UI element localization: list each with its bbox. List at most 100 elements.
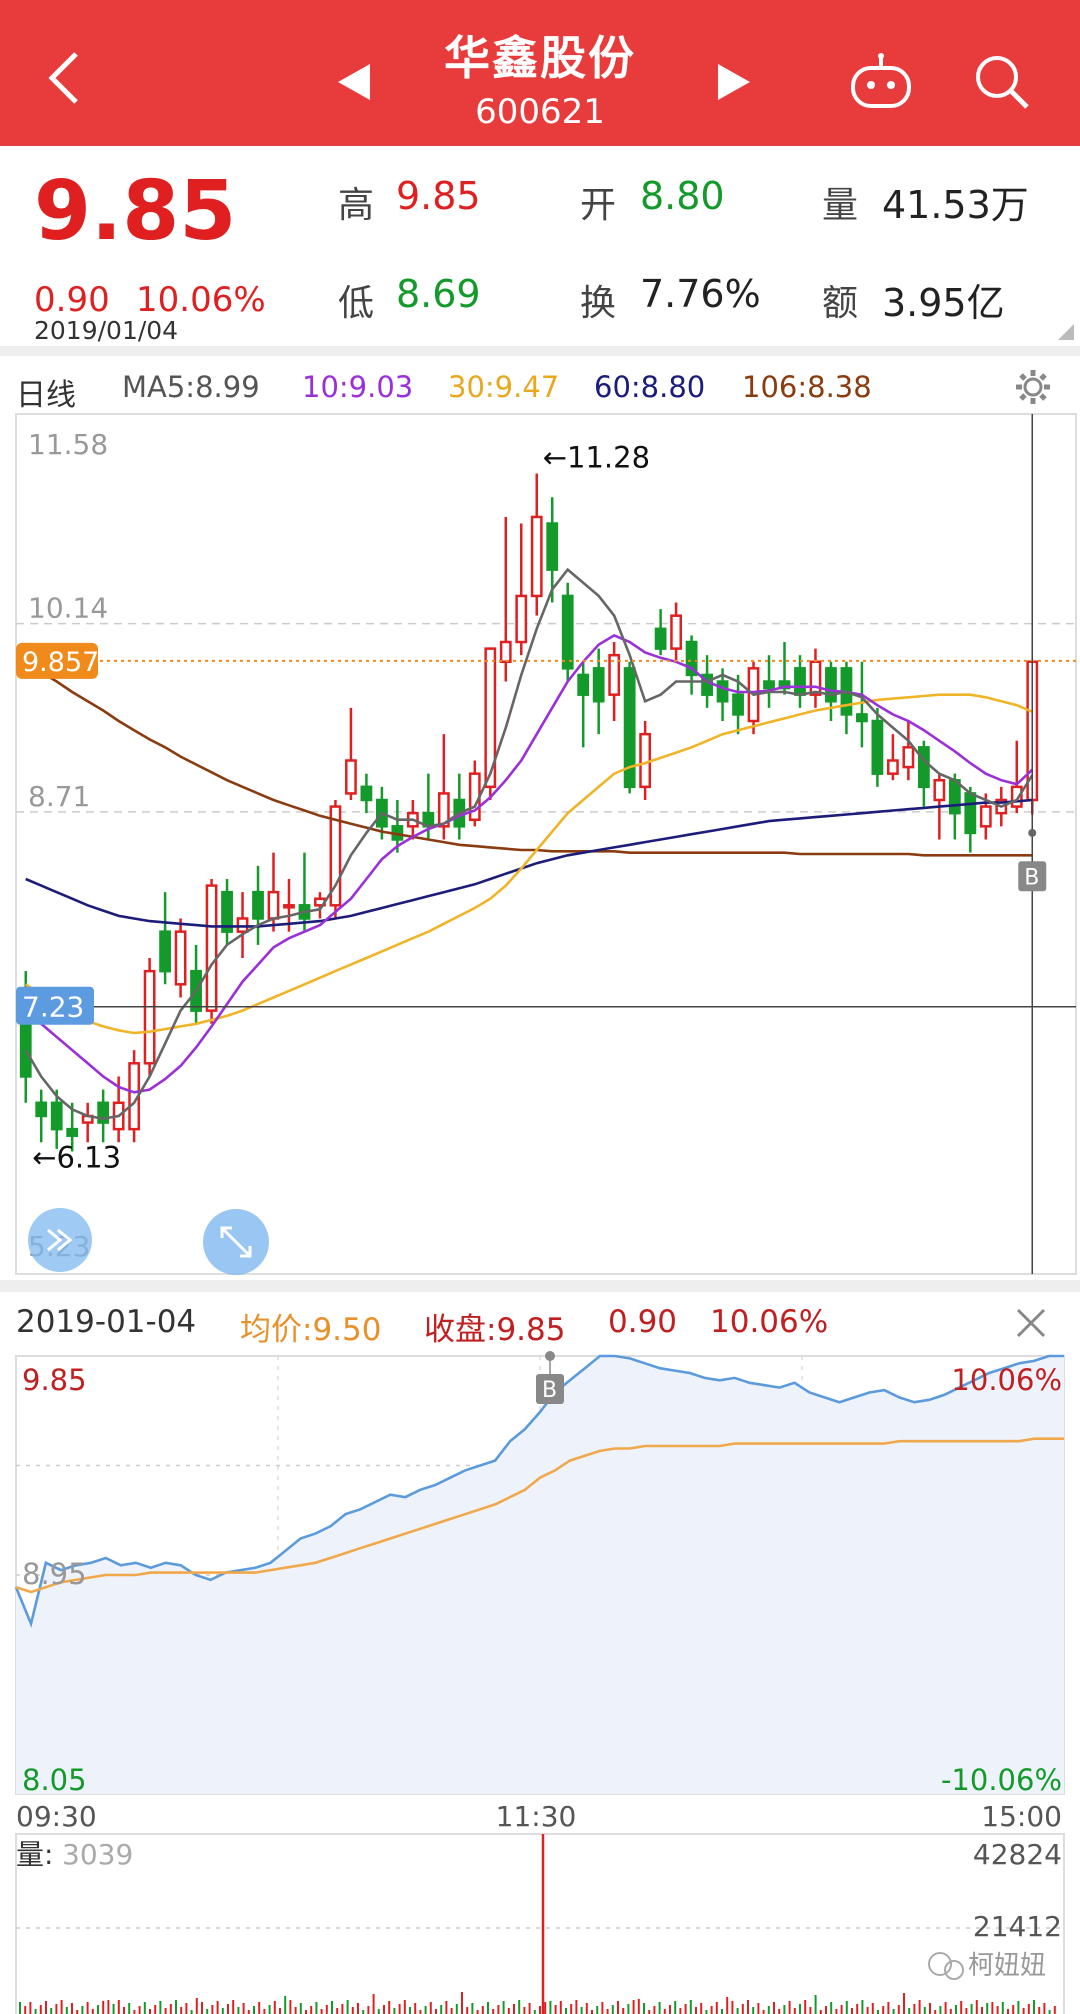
candle-body[interactable] [252, 890, 264, 920]
candle-body[interactable] [794, 667, 806, 696]
scroll-handle-chevron [57, 1228, 73, 1252]
intraday-chart[interactable]: B 9.85 8.95 8.05 10.06% -10.06% 09:30 11:30 15:… [0, 1350, 1080, 2014]
search-icon[interactable] [972, 52, 1032, 112]
triangle-left-icon[interactable] [336, 62, 372, 102]
candle-body[interactable] [592, 667, 605, 703]
ma5-line [24, 567, 1034, 1120]
candle-body[interactable] [50, 1101, 63, 1131]
candle-body[interactable] [345, 759, 357, 795]
candle-body[interactable] [886, 759, 899, 775]
avg-price-label: 均价:9.50 [240, 1312, 382, 1348]
candle-body[interactable] [809, 660, 822, 696]
candle-body[interactable] [871, 719, 884, 775]
candle-body[interactable] [577, 673, 590, 696]
intraday-date: 2019-01-04 [16, 1304, 197, 1340]
candle-body[interactable] [716, 680, 729, 703]
time-mid: 11:30 [496, 1800, 577, 1833]
volume-value: 41.53万 [882, 183, 1029, 227]
candle-body[interactable] [236, 917, 249, 933]
price-area [16, 1356, 1064, 1794]
candle-body[interactable] [174, 930, 187, 986]
divider [0, 1280, 1080, 1292]
stock-code: 600621 [475, 92, 605, 132]
candle-body[interactable] [97, 1101, 110, 1124]
candle-body[interactable] [654, 627, 667, 650]
ma5-label: MA5:8.99 [122, 370, 260, 404]
intraday-pct-bottom: -10.06% [941, 1763, 1062, 1797]
candle-body[interactable] [856, 713, 868, 723]
scroll-handle-chevron [47, 1228, 63, 1252]
robot-icon[interactable] [848, 52, 914, 110]
close-icon[interactable] [1014, 1306, 1048, 1340]
volume-max-label: 42824 [973, 1838, 1062, 1871]
candle-body[interactable] [221, 890, 233, 933]
candle-body[interactable] [66, 1127, 79, 1137]
candle-body[interactable] [437, 792, 450, 828]
low-value: 8.69 [396, 272, 481, 316]
ma106-line [24, 660, 1033, 857]
candle-body[interactable] [499, 640, 512, 664]
volume-label: 量: [16, 1838, 53, 1871]
intraday-y-mid: 8.95 [22, 1557, 87, 1591]
candle-body[interactable] [360, 785, 373, 802]
volume-value: 3039 [62, 1838, 133, 1871]
b-marker [536, 1374, 564, 1404]
divider [0, 346, 1080, 356]
y-axis-label: 11.58 [28, 428, 108, 461]
cross-tag [16, 986, 94, 1025]
candle-body[interactable] [933, 778, 946, 802]
candle-body[interactable] [825, 667, 837, 703]
candle-body[interactable] [1010, 785, 1023, 808]
b-marker-label: B [1024, 865, 1039, 890]
expand-arrow [240, 1246, 252, 1258]
candle-body[interactable] [623, 667, 636, 789]
ma30-label: 30:9.47 [448, 370, 560, 404]
period-selector[interactable]: 日线 [16, 378, 76, 413]
candle-body[interactable] [902, 746, 915, 769]
candle-body[interactable] [561, 594, 574, 670]
candle-body[interactable] [917, 746, 930, 789]
triangle-right-icon[interactable] [716, 62, 752, 102]
gear-icon[interactable] [1014, 368, 1052, 406]
candle-body[interactable] [484, 647, 497, 789]
candle-body[interactable] [329, 805, 342, 907]
ma106-label: 106:8.38 [742, 370, 872, 404]
candle-body[interactable] [205, 884, 218, 1012]
b-marker-label: B [542, 1378, 557, 1403]
candle-body[interactable] [979, 805, 992, 828]
avg-line [15, 1437, 1064, 1594]
wechat-icon [928, 1952, 952, 1976]
candle-body[interactable] [964, 792, 977, 835]
high-marker: ←11.28 [543, 440, 650, 474]
ma10-label: 10:9.03 [302, 370, 414, 404]
open-label: 开 [580, 185, 617, 226]
high-value: 9.85 [396, 174, 481, 218]
volume-label: 量 [822, 185, 859, 226]
candle-body[interactable] [283, 904, 295, 909]
candle-body[interactable] [143, 969, 156, 1065]
low-marker: ←6.13 [32, 1141, 121, 1175]
candle-body[interactable] [608, 653, 621, 696]
high-label: 高 [338, 185, 375, 226]
intraday-change-pct: 10.06% [710, 1304, 829, 1340]
watermark: 柯妞妞 [968, 1951, 1046, 1981]
candle-body[interactable] [732, 693, 744, 716]
volume-frame [15, 1833, 1065, 2014]
candle-body[interactable] [546, 522, 559, 571]
stock-name: 华鑫股份 [444, 31, 636, 85]
candle-body[interactable] [159, 930, 172, 973]
candle-body[interactable] [670, 614, 683, 650]
chevron-left-icon[interactable] [44, 50, 84, 106]
intraday-change: 0.90 [608, 1304, 678, 1340]
candle-body[interactable] [35, 1101, 48, 1118]
candle-body[interactable] [515, 594, 528, 644]
candle-body[interactable] [948, 778, 961, 815]
candle-body[interactable] [267, 890, 280, 920]
candle-body[interactable] [639, 732, 652, 789]
time-start: 09:30 [16, 1800, 97, 1833]
candle-body[interactable] [530, 515, 543, 598]
ma60-label: 60:8.80 [594, 370, 706, 404]
candle-body[interactable] [685, 640, 698, 677]
candle-body[interactable] [763, 680, 775, 690]
